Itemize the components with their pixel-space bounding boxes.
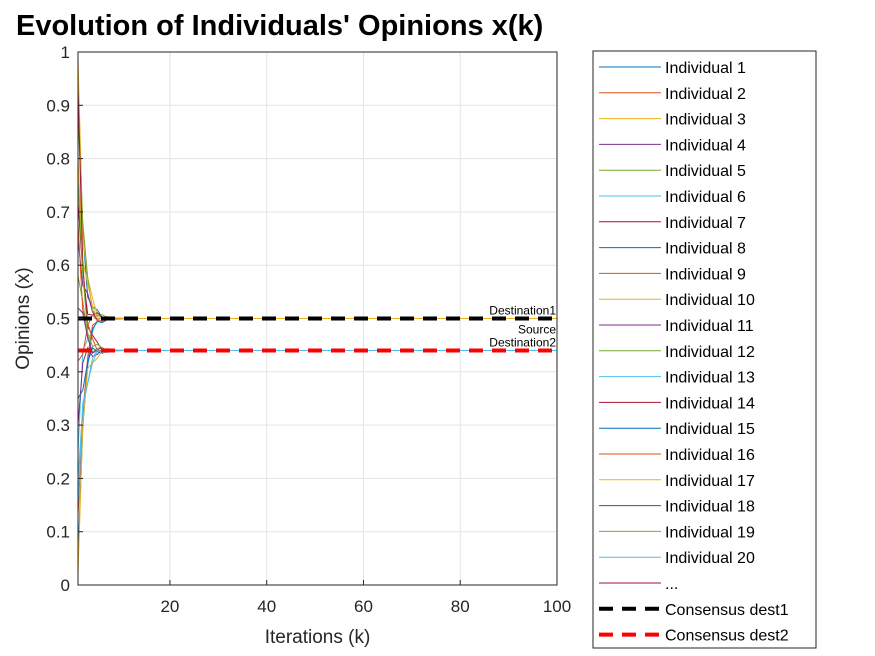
legend-entry-9: Individual 9 [665, 266, 746, 283]
legend-entry-19: Individual 19 [665, 524, 755, 541]
y-tick-label: 0.3 [46, 416, 70, 435]
legend-entry-10: Individual 10 [665, 292, 755, 309]
y-tick-label: 0.5 [46, 310, 70, 329]
annotation-source: Source [518, 323, 556, 337]
legend-entry-2: Individual 2 [665, 86, 746, 103]
legend-entry-17: Individual 17 [665, 473, 755, 490]
ticks-layer: 20 40 60 80 100 0 0.1 0.2 0.3 0.4 0.5 0.6 0.7 0.8 0.9 1… [13, 43, 571, 648]
y-tick-label: 0.9 [46, 96, 70, 115]
y-tick-label: 0 [61, 576, 70, 595]
annotation-destination1: Destination1 [489, 304, 556, 318]
legend-entry-22: Consensus dest1 [665, 602, 789, 619]
y-tick-label: 0.6 [46, 256, 70, 275]
legend: Individual 1 Individual 2 Individual 3 Indi… [592, 50, 817, 649]
legend-entry-7: Individual 7 [665, 215, 746, 232]
x-tick-label: 60 [354, 597, 373, 616]
legend-entry-11: Individual 11 [665, 318, 754, 335]
legend-entry-20: Individual 20 [665, 550, 755, 567]
y-axis-label: Opinions (x) [13, 267, 34, 369]
legend-entry-12: Individual 12 [665, 344, 755, 361]
y-tick-label: 0.7 [46, 203, 70, 222]
consensus-layer [78, 316, 557, 353]
legend-box [592, 50, 817, 649]
y-tick-label: 0.2 [46, 469, 70, 488]
legend-entry-16: Individual 16 [665, 447, 755, 464]
legend-entry-1: Individual 1 [665, 60, 746, 77]
legend-entry-3: Individual 3 [665, 112, 746, 129]
y-tick-label: 1 [61, 43, 70, 62]
legend-entry-15: Individual 15 [665, 421, 755, 438]
legend-entry-5: Individual 5 [665, 163, 746, 180]
y-tick-label: 0.1 [46, 523, 70, 542]
legend-entry-8: Individual 8 [665, 241, 746, 258]
x-axis-label: Iterations (k) [265, 627, 371, 648]
legend-entry-18: Individual 18 [665, 499, 755, 516]
y-tick-label: 0.8 [46, 150, 70, 169]
x-tick-label: 100 [543, 597, 571, 616]
legend-entry-23: Consensus dest2 [665, 628, 789, 645]
legend-entry-4: Individual 4 [665, 137, 746, 154]
legend-entry-21: ... [665, 576, 678, 593]
legend-entry-6: Individual 6 [665, 189, 746, 206]
annotation-destination2: Destination2 [489, 335, 556, 349]
y-tick-label: 0.4 [46, 363, 70, 382]
x-tick-label: 20 [160, 597, 179, 616]
x-tick-label: 80 [451, 597, 470, 616]
legend-entry-14: Individual 14 [665, 395, 755, 412]
x-tick-label: 40 [257, 597, 276, 616]
chart-title: Evolution of Individuals' Opinions x(k) [16, 10, 544, 42]
legend-entry-13: Individual 13 [665, 370, 755, 387]
